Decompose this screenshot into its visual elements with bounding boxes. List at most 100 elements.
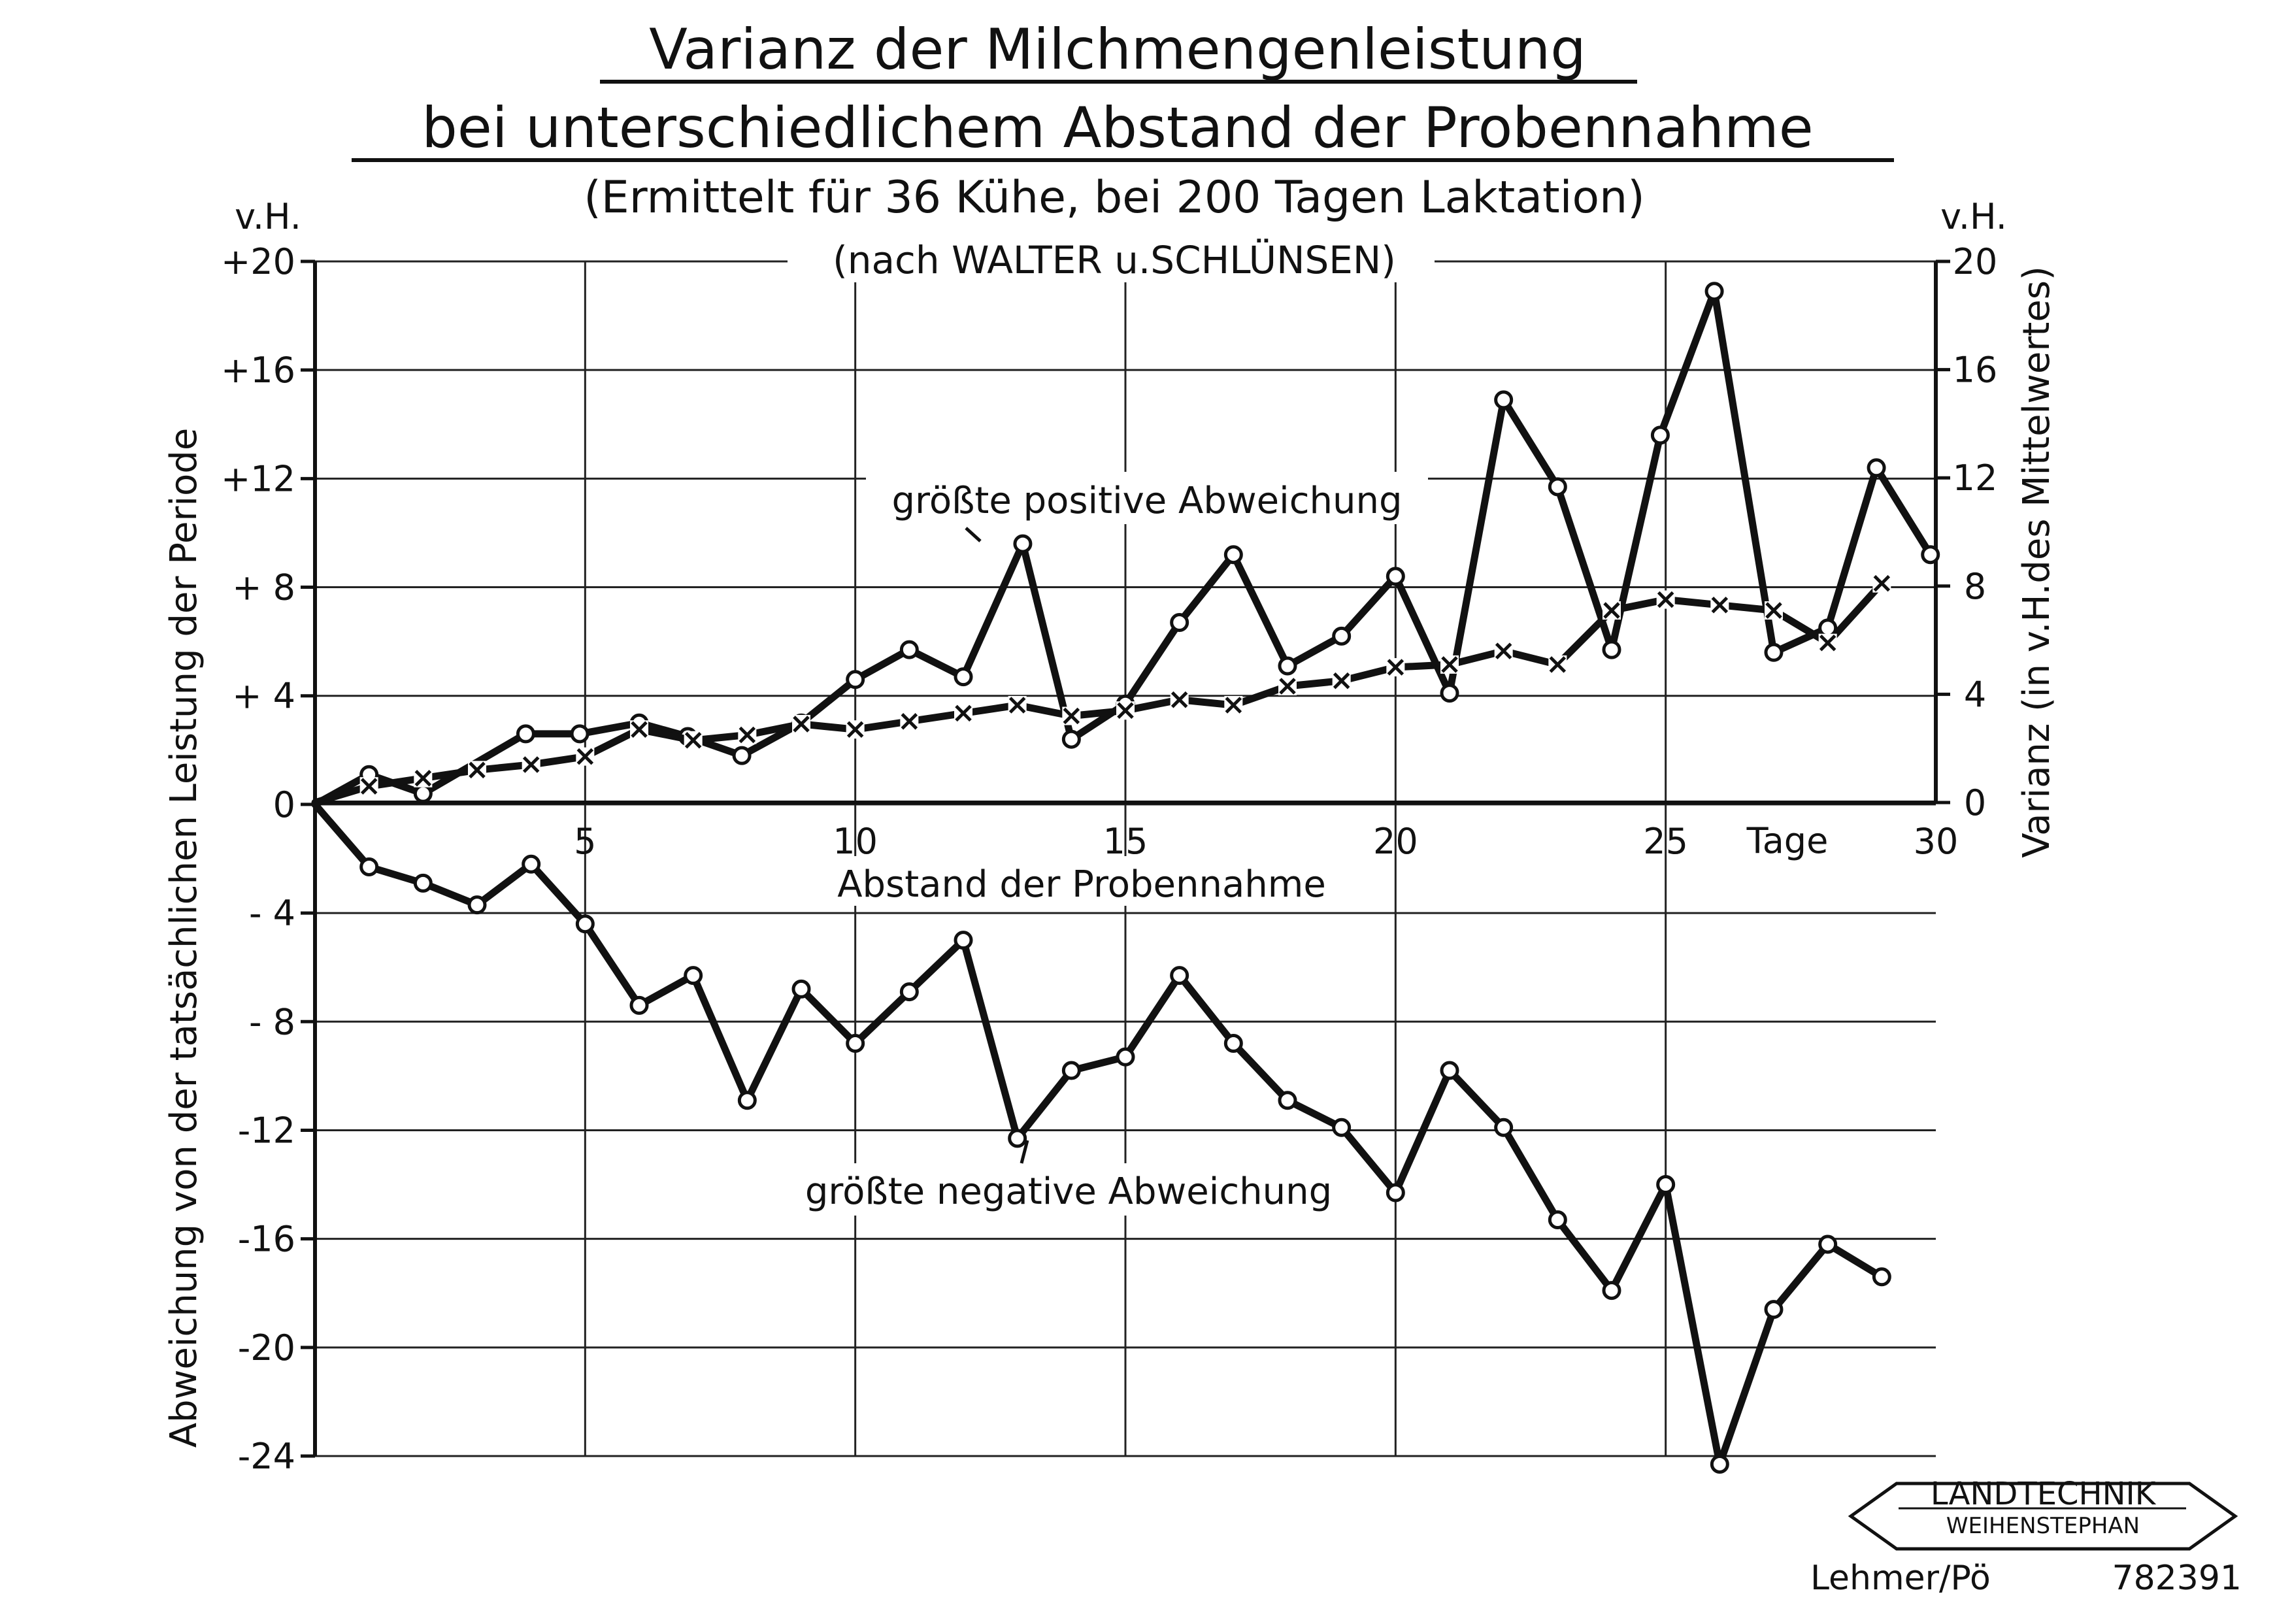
annotation-positive-bg: [866, 472, 1428, 524]
x-tick-label: 25: [1643, 821, 1688, 862]
x-tick-label: 5: [574, 821, 596, 862]
data-point-cross: [1657, 591, 1674, 608]
footer-author: Lehmer/Pö: [1810, 1559, 1991, 1598]
data-point-cross: [1225, 697, 1242, 714]
left-tick-label: +12: [221, 458, 295, 499]
annotation-negative: größte negative Abweichung: [805, 1170, 1332, 1213]
tick-labels: +20 +16 +12 + 8 + 4 0 - 4 - 8 -12 -16 -20 -24 20 16 12…: [221, 241, 1997, 1477]
data-point-circle: [1602, 1281, 1621, 1301]
data-point-cross: [684, 732, 702, 749]
right-tick-label: 16: [1953, 350, 1998, 391]
data-point-circle: [1332, 1118, 1352, 1137]
data-point-cross: [846, 721, 864, 738]
data-point-circle: [629, 995, 649, 1015]
data-point-cross: [1171, 691, 1188, 708]
data-point-circle: [1764, 642, 1784, 662]
data-point-circle: [1116, 1047, 1135, 1067]
data-point-cross: [360, 778, 378, 795]
data-point-circle: [732, 746, 752, 765]
data-point-cross: [1711, 597, 1729, 614]
data-point-circle: [1440, 684, 1459, 703]
series-line: [311, 580, 1885, 806]
left-axis-label: Abweichung von der tatsächlichen Leistun…: [163, 428, 205, 1448]
landtechnik-logo: LANDTECHNIK WEIHENSTEPHAN: [1848, 1476, 2238, 1551]
data-point-cross: [1873, 574, 1891, 592]
data-point-circle: [1818, 1235, 1838, 1254]
data-point-cross: [1819, 634, 1836, 652]
data-point-circle: [1278, 1091, 1297, 1110]
data-point-cross: [793, 716, 810, 733]
annotation-positive-leader: [965, 527, 982, 542]
data-point-cross: [1387, 659, 1404, 676]
data-point-cross: [522, 756, 540, 773]
data-point-circle: [737, 1091, 757, 1110]
data-point-circle: [1386, 1183, 1405, 1202]
data-point-circle: [846, 1034, 865, 1053]
data-point-circle: [413, 784, 433, 803]
data-point-circle: [516, 724, 535, 744]
data-point-cross: [901, 713, 918, 730]
data-point-circle: [954, 667, 973, 687]
data-point-circle: [684, 966, 703, 986]
x-axis-unit-bg: [1735, 810, 1840, 861]
left-tick-label: +16: [221, 350, 295, 391]
data-point-circle: [1223, 545, 1243, 565]
chart-title-line2: bei unterschiedlichem Abstand der Proben…: [422, 95, 1813, 161]
right-tick-label: 8: [1964, 566, 1986, 607]
data-point-circle: [1440, 1061, 1459, 1080]
data-point-cross: [576, 748, 594, 765]
x-tick-label: 30: [1914, 821, 1959, 862]
data-point-circle: [467, 895, 487, 915]
chart-title-line1: Varianz der Milchmengenleistung: [649, 17, 1586, 82]
data-point-circle: [1386, 567, 1405, 586]
footer-number: 782391: [2112, 1559, 2242, 1598]
data-point-circle: [1170, 613, 1189, 633]
data-point-circle: [575, 914, 595, 934]
data-point-circle: [1867, 458, 1886, 478]
left-tick-label: + 8: [232, 567, 295, 608]
logo-line2: WEIHENSTEPHAN: [1946, 1513, 2140, 1539]
right-tick-label: 0: [1964, 782, 1986, 823]
data-point-circle: [1656, 1175, 1676, 1195]
right-tick-label: 20: [1953, 241, 1998, 282]
data-point-circle: [1602, 640, 1621, 659]
left-tick-label: - 8: [249, 1001, 295, 1042]
data-point-cross: [1765, 602, 1782, 619]
chart-subtitle: (Ermittelt für 36 Kühe, bei 200 Tagen La…: [584, 172, 1645, 224]
data-point-circle: [1704, 282, 1724, 301]
source-label-bg: [788, 237, 1435, 282]
left-tick-label: + 4: [232, 676, 295, 717]
left-tick-label: +20: [221, 241, 295, 282]
data-point-cross: [469, 761, 486, 779]
data-point-circle: [1872, 1267, 1891, 1287]
data-point-cross: [1117, 702, 1134, 720]
left-tick-label: -12: [238, 1110, 295, 1151]
series-2: [311, 801, 1891, 1474]
data-point-circle: [1764, 1300, 1784, 1319]
x-axis-unit: Tage: [1746, 820, 1829, 861]
data-point-cross: [1495, 642, 1512, 659]
data-point-circle: [1494, 390, 1514, 410]
logo-line1: LANDTECHNIK: [1931, 1476, 2157, 1512]
data-point-circle: [899, 982, 919, 1002]
series-1: [311, 574, 1891, 806]
data-point-circle: [1278, 656, 1297, 676]
left-tick-label: - 4: [249, 893, 295, 934]
annotation-negative-leader: [1020, 1140, 1029, 1164]
data-point-circle: [1013, 534, 1033, 554]
data-point-circle: [1710, 1454, 1729, 1474]
series-layer: [311, 282, 1940, 1474]
data-point-cross: [1333, 672, 1350, 689]
right-tick-label: 4: [1964, 674, 1986, 715]
data-point-circle: [1548, 1210, 1567, 1230]
data-point-circle: [1008, 1129, 1027, 1148]
data-point-circle: [1921, 545, 1940, 565]
data-point-cross: [1441, 656, 1458, 673]
data-point-circle: [954, 931, 973, 950]
data-point-cross: [414, 769, 432, 787]
data-point-circle: [1494, 1118, 1514, 1137]
left-tick-label: -20: [238, 1327, 295, 1368]
data-point-circle: [1170, 966, 1189, 986]
data-point-cross: [955, 704, 972, 722]
